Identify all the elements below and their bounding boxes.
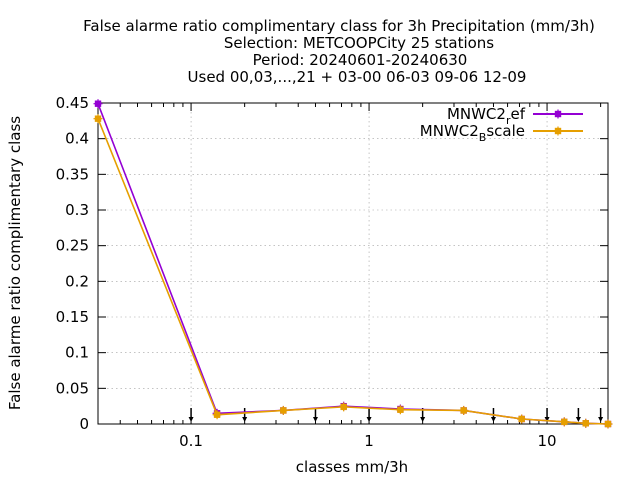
axes: 0 0.05 0.1 0.15 0.2 0.25 0.3 0.35 0.4 0.45 0.1 1 10 xyxy=(56,94,609,450)
series-line xyxy=(97,118,609,425)
data-point xyxy=(517,414,527,424)
y-tick-label: 0.2 xyxy=(65,272,89,290)
y-tick-label: 0.1 xyxy=(65,344,89,362)
data-point xyxy=(93,99,103,109)
data-point xyxy=(553,126,563,136)
y-tick-label: 0.45 xyxy=(56,94,89,112)
threshold-arrow xyxy=(312,408,318,422)
title-line-4: Used 00,03,...,21 + 03-00 06-03 09-06 12… xyxy=(188,68,527,86)
series-1 xyxy=(93,99,613,429)
legend-entry-1: MNWC2ref xyxy=(447,105,583,127)
data-point xyxy=(581,418,591,428)
y-tick-label: 0.4 xyxy=(65,130,89,148)
legend-marker-1 xyxy=(553,109,563,119)
title-line-2: Selection: METCOOPCity 25 stations xyxy=(224,34,494,52)
threshold-arrow xyxy=(490,408,496,422)
data-point xyxy=(603,419,613,429)
chart-title: False alarme ratio complimentary class f… xyxy=(83,17,595,86)
series-line xyxy=(97,103,609,425)
data-point xyxy=(339,402,349,412)
title-line-3: Period: 20240601-20240630 xyxy=(253,51,468,69)
title-line-1: False alarme ratio complimentary class f… xyxy=(83,17,595,35)
y-tick-label: 0.35 xyxy=(56,165,89,183)
threshold-arrow xyxy=(575,408,581,422)
y-tick-label: 0.05 xyxy=(56,379,89,397)
data-point xyxy=(553,109,563,119)
series xyxy=(93,99,613,429)
threshold-arrow xyxy=(242,408,248,422)
grid xyxy=(98,103,608,424)
plot-frame xyxy=(97,102,609,425)
legend: MNWC2ref MNWC2Bscale xyxy=(420,105,583,144)
y-tick-label: 0.15 xyxy=(56,308,89,326)
legend-entry-2: MNWC2Bscale xyxy=(420,122,583,144)
legend-label-2: MNWC2Bscale xyxy=(420,122,525,144)
x-tick-label: 10 xyxy=(538,432,557,450)
data-point xyxy=(395,405,405,415)
data-point xyxy=(559,417,569,427)
x-tick-label: 1 xyxy=(364,432,374,450)
threshold-arrow xyxy=(598,408,604,422)
series-2 xyxy=(93,114,613,429)
y-tick-label: 0.3 xyxy=(65,201,89,219)
data-point xyxy=(459,405,469,415)
data-point xyxy=(278,405,288,415)
x-axis-label: classes mm/3h xyxy=(296,458,408,476)
y-tick-label: 0 xyxy=(79,415,89,433)
y-tick-label: 0.25 xyxy=(56,237,89,255)
data-point xyxy=(212,410,222,420)
legend-marker-2 xyxy=(553,126,563,136)
legend-label-1: MNWC2ref xyxy=(447,105,526,127)
y-axis-label: False alarme ratio complimentary class xyxy=(6,116,24,410)
x-tick-label: 0.1 xyxy=(179,432,203,450)
data-point xyxy=(93,114,103,124)
